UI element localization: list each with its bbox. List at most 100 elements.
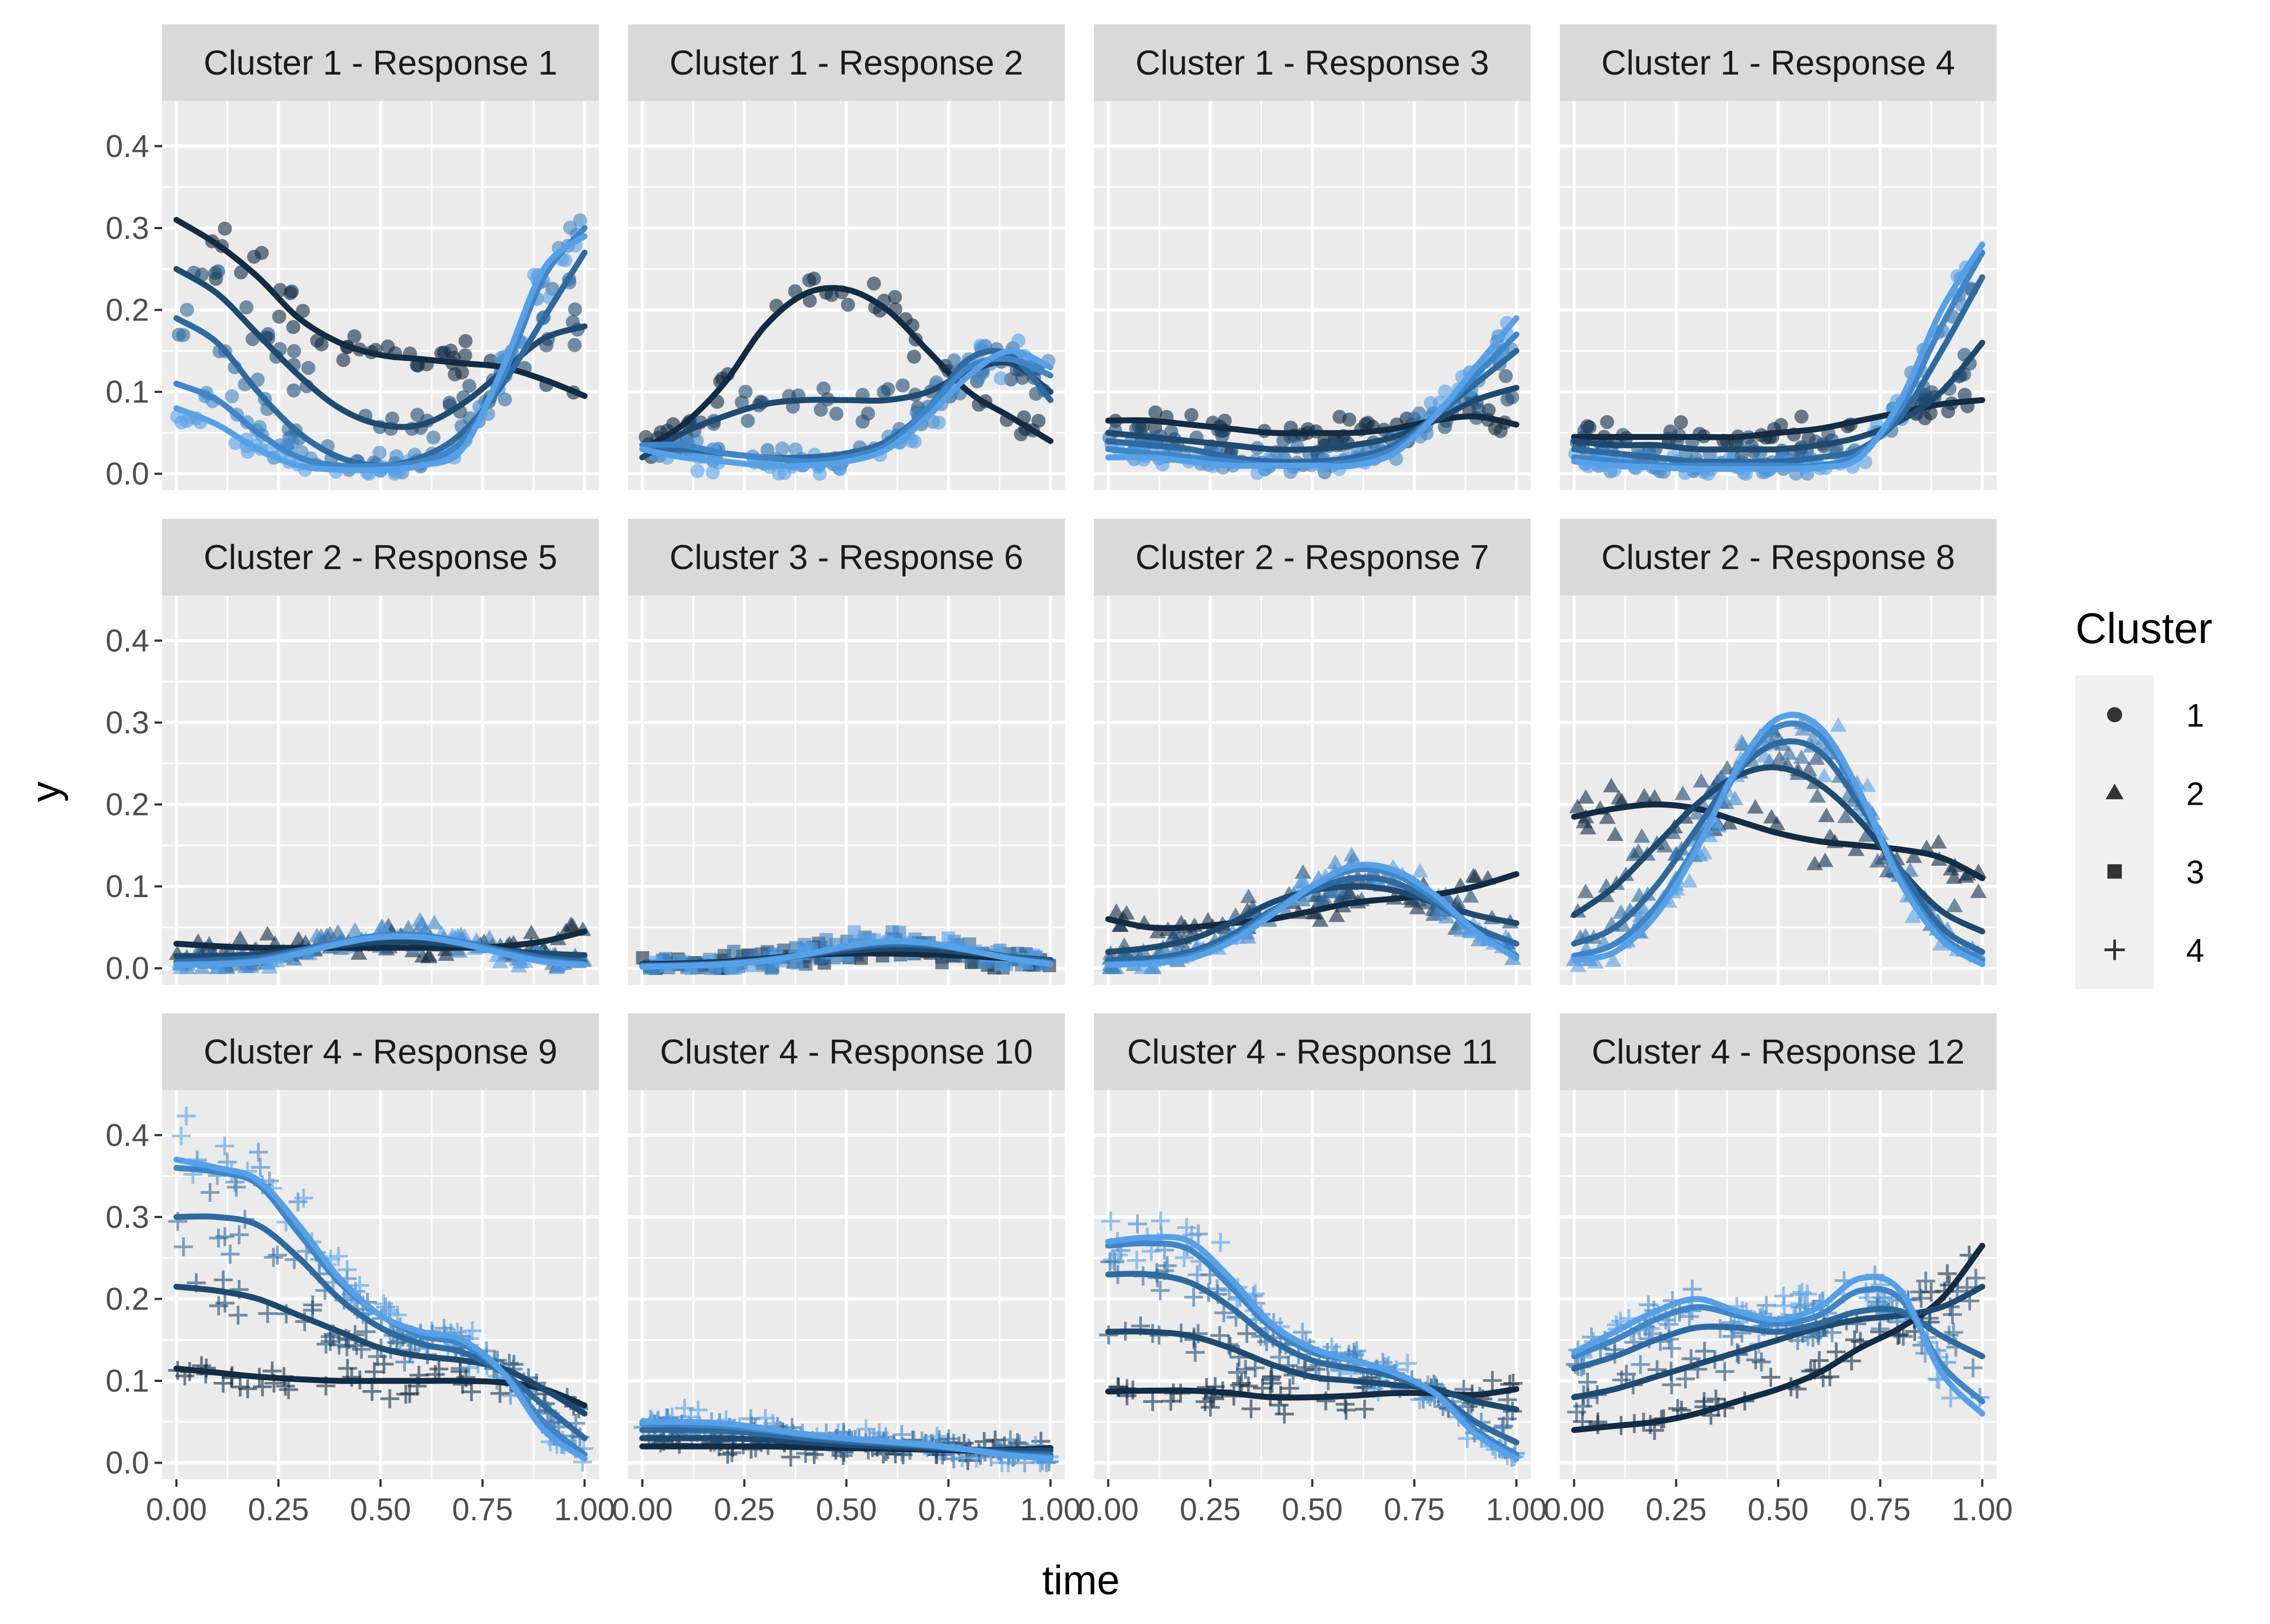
- data-point: [1603, 778, 1620, 793]
- data-point: [287, 344, 302, 358]
- data-point: [1211, 1233, 1230, 1252]
- facet-panel: Cluster 2 - Response 7: [1094, 519, 1531, 985]
- data-point: [268, 1245, 288, 1265]
- data-point: [1151, 1211, 1170, 1231]
- data-point: [1757, 1295, 1776, 1315]
- data-point: [558, 253, 572, 268]
- data-point: [221, 1245, 240, 1264]
- data-point: [174, 415, 189, 430]
- data-point: [1710, 818, 1727, 833]
- trend-lines: [1571, 241, 1986, 472]
- data-point: [1815, 767, 1833, 783]
- data-point: [1187, 1265, 1207, 1285]
- data-point: [1355, 1399, 1374, 1419]
- data-point: [1668, 1399, 1687, 1418]
- data-point: [1108, 903, 1125, 918]
- data-point: [1103, 1250, 1122, 1269]
- data-point: [1930, 834, 1947, 849]
- data-point: [1579, 820, 1597, 835]
- facet-strip-label: Cluster 1 - Response 3: [1136, 43, 1490, 82]
- data-point: [1701, 827, 1718, 843]
- data-point: [1752, 1352, 1771, 1372]
- legend-key-square-icon: [2107, 864, 2122, 879]
- legend: Cluster 1 2 3 4: [2075, 604, 2212, 989]
- data-point: [1858, 827, 1875, 842]
- data-point: [1681, 873, 1698, 888]
- data-point: [1826, 1342, 1846, 1362]
- data-point: [1726, 791, 1744, 806]
- data-point: [523, 924, 540, 939]
- data-point: [1483, 1371, 1502, 1391]
- data-point: [1184, 407, 1199, 422]
- data-point: [1270, 1347, 1290, 1367]
- data-point: [1774, 1296, 1794, 1315]
- series-line: [1105, 871, 1520, 931]
- legend-label: 2: [2186, 776, 2204, 812]
- data-point: [259, 926, 276, 941]
- facet-strip: [1094, 519, 1531, 596]
- y-tick-label: 0.0: [105, 1446, 149, 1481]
- data-point: [1438, 420, 1452, 435]
- facet-panel: Cluster 1 - Response 3: [1094, 24, 1531, 490]
- x-tick-label: 0.75: [452, 1492, 513, 1527]
- data-point: [1606, 826, 1624, 841]
- series-line: [173, 233, 588, 473]
- series-line: [173, 1284, 588, 1417]
- data-point: [1237, 1324, 1257, 1344]
- data-point: [458, 334, 473, 349]
- data-point: [396, 1385, 416, 1404]
- data-point: [1639, 1295, 1658, 1314]
- data-point: [824, 288, 839, 302]
- data-point: [247, 250, 262, 264]
- legend-key-plus-icon: [2104, 939, 2125, 960]
- data-point: [284, 284, 299, 299]
- data-point: [1656, 838, 1673, 853]
- data-point: [385, 411, 399, 426]
- data-point: [1241, 1399, 1261, 1419]
- y-tick-label: 0.2: [105, 787, 149, 823]
- series-line: [1105, 385, 1520, 453]
- y-tick-label: 0.4: [105, 623, 149, 658]
- data-point: [380, 1389, 399, 1408]
- data-point: [1633, 828, 1651, 843]
- data-point: [329, 1335, 349, 1355]
- data-point: [1570, 957, 1587, 972]
- data-point: [1755, 747, 1773, 763]
- data-point: [775, 441, 790, 456]
- data-point: [1715, 1362, 1734, 1381]
- data-point: [350, 1275, 370, 1295]
- data-point: [781, 1447, 800, 1467]
- data-point: [887, 290, 902, 304]
- data-point: [1830, 717, 1847, 732]
- data-point: [1944, 1322, 1964, 1342]
- data-point: [1793, 749, 1810, 764]
- facet-strip-label: Cluster 1 - Response 4: [1601, 43, 1955, 82]
- data-point: [231, 930, 249, 945]
- facet-panel: Cluster 4 - Response 12: [1560, 1013, 1997, 1479]
- facet-strip: [1560, 24, 1997, 101]
- data-point: [336, 353, 351, 367]
- data-point: [1605, 952, 1622, 967]
- data-point: [215, 1136, 235, 1156]
- y-tick-label: 0.0: [105, 951, 149, 986]
- data-point: [690, 464, 705, 478]
- data-point: [1294, 864, 1312, 879]
- data-point: [380, 339, 395, 354]
- data-point: [1610, 790, 1627, 805]
- data-point: [463, 1321, 482, 1341]
- data-point: [1794, 409, 1809, 424]
- facet-panel: Cluster 1 - Response 4: [1560, 24, 1997, 490]
- series-line: [1105, 315, 1520, 470]
- series-line: [1571, 397, 1986, 440]
- data-point: [1165, 928, 1182, 943]
- facet-strip: [628, 519, 1065, 596]
- data-point: [1327, 854, 1344, 869]
- data-point: [1963, 1358, 1983, 1378]
- data-point: [1458, 1429, 1477, 1448]
- data-point: [1821, 828, 1839, 843]
- x-tick-label: 1.00: [1020, 1492, 1081, 1527]
- data-point: [218, 222, 232, 236]
- data-point: [201, 1182, 220, 1202]
- data-point: [1688, 805, 1705, 820]
- data-point: [993, 371, 1008, 386]
